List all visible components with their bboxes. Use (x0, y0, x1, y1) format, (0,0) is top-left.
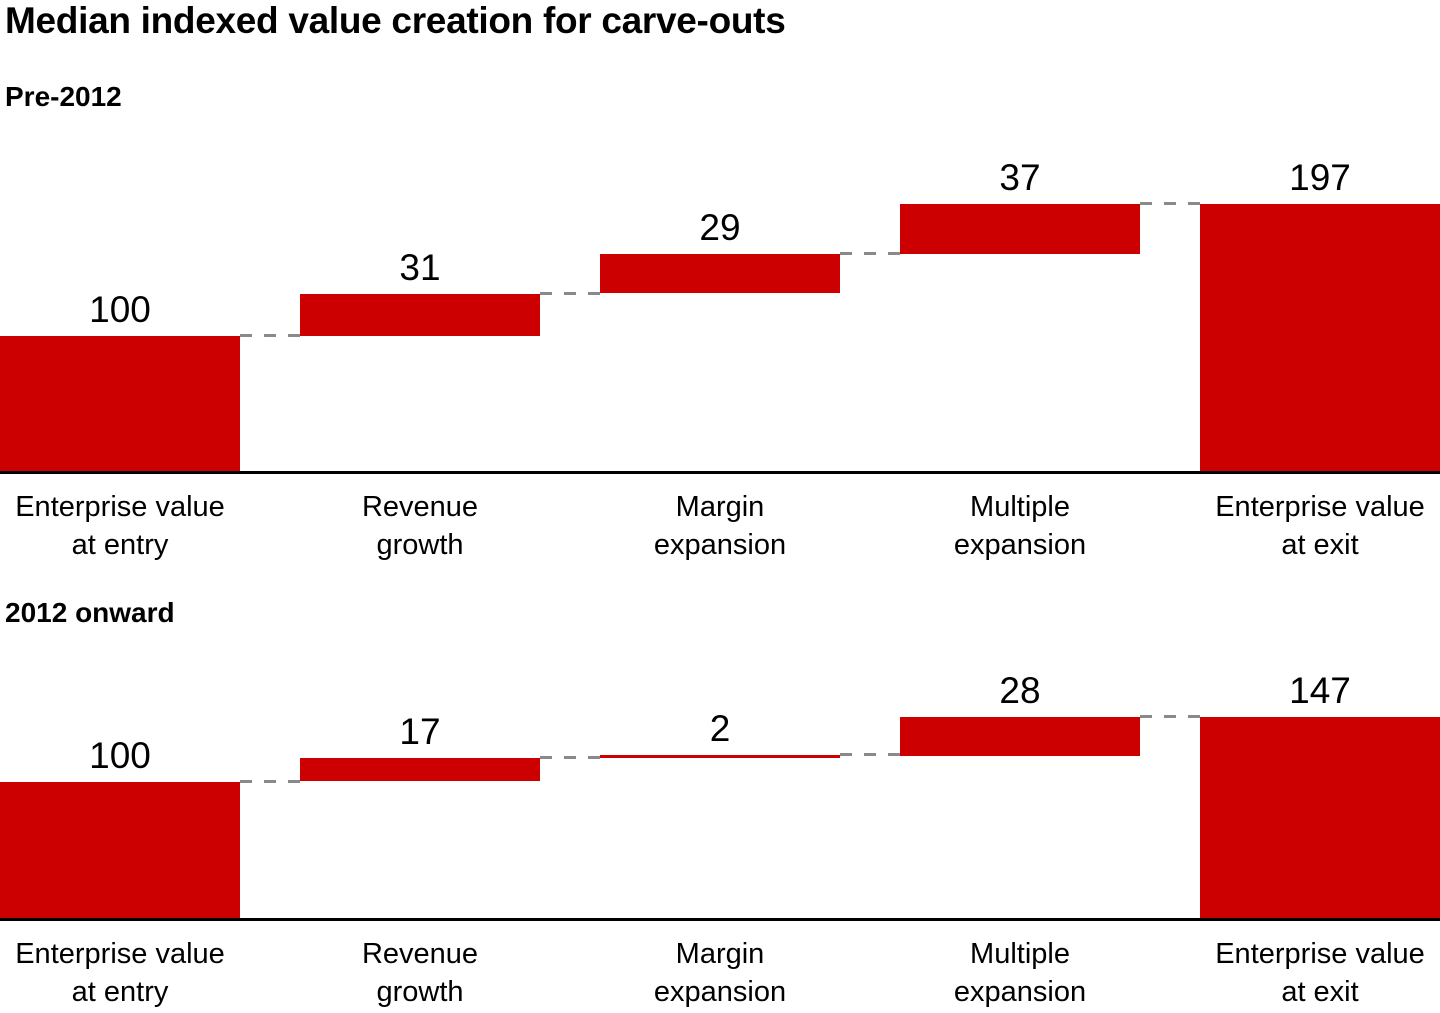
waterfall-bar-margin-expansion (600, 254, 840, 293)
connector-line (1140, 715, 1200, 718)
x-axis-line (0, 471, 1440, 474)
connector-line (840, 252, 900, 255)
value-label-revenue-growth: 17 (399, 711, 441, 752)
page-title: Median indexed value creation for carve-… (5, 0, 786, 41)
value-label-multiple-expansion: 37 (999, 157, 1041, 198)
panel-title-2012-onward: 2012 onward (5, 597, 175, 628)
connector-line (1140, 202, 1200, 205)
waterfall-bar-multiple-expansion (900, 717, 1140, 756)
axis-label-enterprise-value-at-exit: Enterprise value at exit (1215, 938, 1425, 1008)
waterfall-bar-revenue-growth (300, 758, 540, 781)
x-axis-line (0, 918, 1440, 921)
connector-line (840, 753, 900, 756)
axis-label-enterprise-value-at-entry: Enterprise value at entry (15, 491, 225, 561)
waterfall-bar-revenue-growth (300, 294, 540, 336)
axis-label-revenue-growth: Revenue growth (361, 491, 479, 561)
axis-label-enterprise-value-at-exit: Enterprise value at exit (1215, 491, 1425, 561)
connector-line (240, 334, 300, 337)
value-label-margin-expansion: 2 (709, 708, 731, 749)
axis-label-margin-expansion: Margin expansion (653, 491, 787, 561)
axis-label-margin-expansion: Margin expansion (653, 938, 787, 1008)
value-label-enterprise-value-at-exit: 197 (1289, 157, 1351, 198)
axis-label-enterprise-value-at-entry: Enterprise value at entry (15, 938, 225, 1008)
connector-line (540, 756, 600, 759)
axis-label-multiple-expansion: Multiple expansion (953, 938, 1087, 1008)
waterfall-bar-enterprise-value-at-entry (0, 782, 240, 920)
waterfall-bar-enterprise-value-at-exit (1200, 204, 1440, 473)
value-label-enterprise-value-at-entry: 100 (89, 735, 151, 776)
waterfall-bar-enterprise-value-at-exit (1200, 717, 1440, 920)
value-label-enterprise-value-at-exit: 147 (1289, 670, 1351, 711)
waterfall-bar-enterprise-value-at-entry (0, 336, 240, 473)
value-label-enterprise-value-at-entry: 100 (89, 289, 151, 330)
connector-line (540, 292, 600, 295)
axis-label-multiple-expansion: Multiple expansion (953, 491, 1087, 561)
waterfall-bar-margin-expansion (600, 755, 840, 758)
waterfall-bar-multiple-expansion (900, 204, 1140, 254)
connector-line (240, 780, 300, 783)
value-label-revenue-growth: 31 (399, 247, 441, 288)
axis-label-revenue-growth: Revenue growth (361, 938, 479, 1008)
value-label-margin-expansion: 29 (699, 207, 741, 248)
value-label-multiple-expansion: 28 (999, 670, 1041, 711)
panel-title-pre-2012: Pre-2012 (5, 81, 122, 112)
